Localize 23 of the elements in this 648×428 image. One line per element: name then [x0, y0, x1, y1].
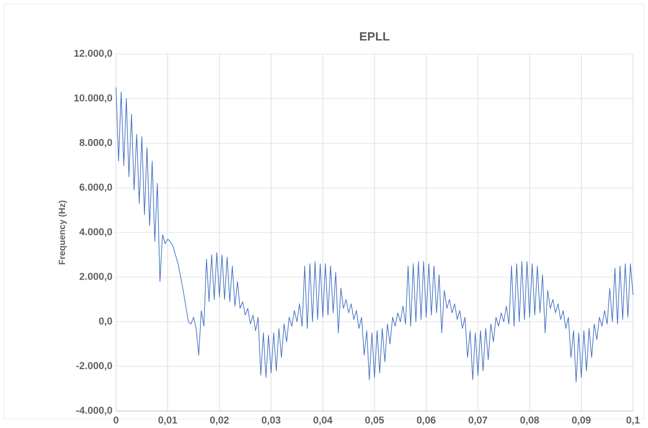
x-tick-label: 0	[114, 416, 118, 424]
y-tick-label: -2.000,0	[76, 362, 112, 370]
y-tick-label: -4.000,0	[76, 406, 112, 416]
y-tick-label: 2.000,0	[80, 272, 112, 282]
x-tick-label: 0,08	[520, 416, 539, 425]
chart-title: EPLL	[360, 32, 390, 40]
y-tick-label: 6.000,0	[80, 183, 112, 192]
x-tick-label: 0,04	[314, 416, 332, 425]
x-tick-label: 0,09	[572, 416, 591, 425]
x-tick-label: 0,02	[210, 416, 229, 425]
y-tick-label: 10.000,0	[74, 94, 112, 103]
x-tick-label: 0,07	[468, 416, 488, 425]
line-series	[116, 86, 634, 382]
y-axis-title: Frequency (Hz)	[58, 200, 67, 264]
y-tick-label: 8.000,0	[80, 138, 112, 148]
x-tick-label: 0,05	[365, 416, 384, 425]
y-tick-label: 0,0	[99, 317, 112, 326]
y-tick-label: 12.000,0	[74, 50, 112, 58]
x-tick-label: 0,1	[626, 416, 640, 425]
x-tick-label: 0,03	[262, 416, 280, 425]
x-tick-label: 0,06	[416, 416, 436, 425]
y-tick-label: 4.000,0	[79, 228, 112, 237]
x-tick-label: 0,01	[158, 416, 178, 425]
